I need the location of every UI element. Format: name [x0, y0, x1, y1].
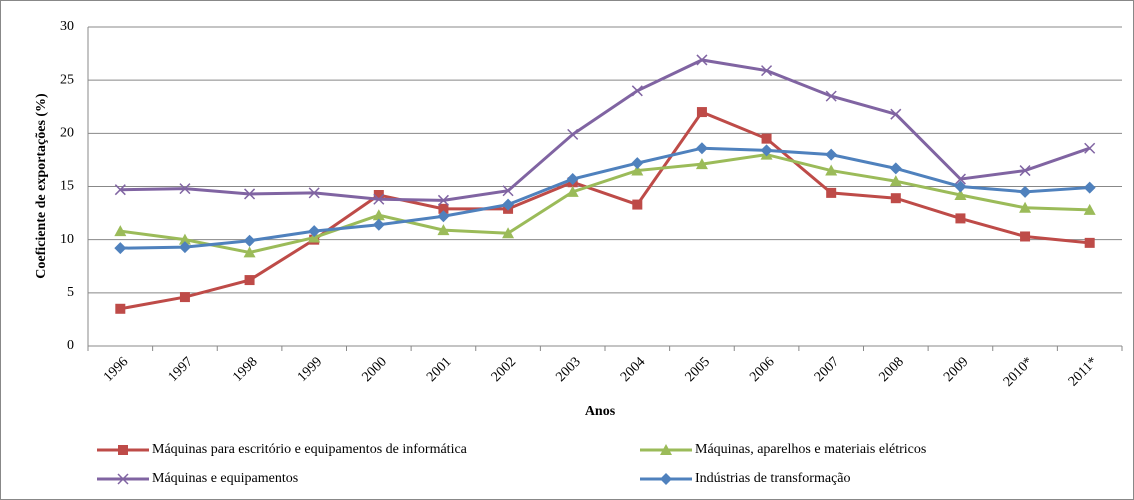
data-point [889, 175, 902, 187]
legend-label: Máquinas para escritório e equipamentos … [152, 442, 468, 457]
legend-marker [660, 444, 672, 455]
data-point [308, 225, 321, 238]
data-point [826, 187, 837, 198]
data-point [1019, 201, 1032, 213]
data-point [631, 85, 643, 97]
data-point [955, 213, 966, 224]
y-tick-label: 15 [60, 179, 74, 194]
legend-marker [117, 473, 129, 485]
data-point [825, 148, 838, 161]
legend-label: Máquinas e equipamentos [152, 471, 298, 486]
y-tick-label: 10 [60, 232, 74, 247]
legend-marker [660, 473, 672, 485]
legend-label: Máquinas, aparelhos e materiais elétrico… [695, 442, 926, 457]
data-point [566, 185, 579, 197]
data-point [437, 210, 450, 223]
data-point [889, 162, 902, 175]
data-point [502, 227, 515, 239]
data-point [114, 242, 127, 255]
data-point [825, 164, 838, 176]
data-point [567, 128, 579, 140]
data-point [1083, 203, 1096, 215]
data-point [244, 188, 256, 200]
series-line [120, 58, 1091, 202]
data-point [890, 108, 902, 120]
data-point [695, 142, 708, 155]
y-tick-label: 5 [67, 285, 74, 300]
data-point [631, 157, 644, 170]
series-line [120, 110, 1090, 311]
data-point [114, 225, 127, 237]
data-point [696, 107, 707, 118]
y-tick-label: 25 [60, 72, 74, 87]
data-point [437, 194, 449, 206]
data-point [244, 275, 255, 286]
data-point [825, 90, 837, 102]
data-point [1019, 185, 1032, 198]
data-point [179, 183, 191, 195]
data-point [696, 54, 708, 66]
data-point [243, 246, 256, 258]
x-axis-title: Anos [585, 404, 616, 419]
data-point [502, 185, 514, 197]
data-point [760, 144, 773, 157]
data-point [178, 241, 191, 254]
data-point [372, 209, 385, 221]
data-point [631, 164, 644, 176]
data-point [308, 187, 320, 199]
legend-label: Indústrias de transformação [695, 471, 851, 486]
data-point [695, 158, 708, 170]
y-tick-label: 0 [67, 338, 74, 353]
data-point [1019, 165, 1031, 177]
data-point [438, 203, 449, 214]
data-point [761, 65, 773, 77]
data-point [632, 199, 643, 210]
data-point [114, 184, 126, 196]
data-point [954, 180, 967, 193]
data-point [437, 224, 450, 236]
data-point [178, 233, 191, 245]
data-point [372, 218, 385, 231]
y-tick-label: 30 [60, 19, 74, 34]
data-point [243, 234, 256, 247]
y-tick-label: 20 [60, 126, 74, 141]
data-point [373, 190, 384, 201]
data-point [115, 303, 126, 314]
data-point [1084, 142, 1096, 154]
data-point [954, 173, 966, 185]
data-point [502, 198, 515, 211]
data-point [373, 193, 385, 205]
y-axis-title: Coeficiente de exportações (%) [34, 93, 49, 279]
series-line [120, 146, 1090, 250]
data-point [1020, 231, 1031, 242]
legend-marker [118, 445, 128, 455]
data-point [890, 193, 901, 204]
series-line [120, 153, 1090, 254]
data-point [1083, 181, 1096, 194]
data-point [566, 173, 579, 186]
data-point [1084, 237, 1095, 248]
data-point [954, 189, 967, 201]
data-point [761, 133, 772, 144]
data-point [179, 292, 190, 303]
